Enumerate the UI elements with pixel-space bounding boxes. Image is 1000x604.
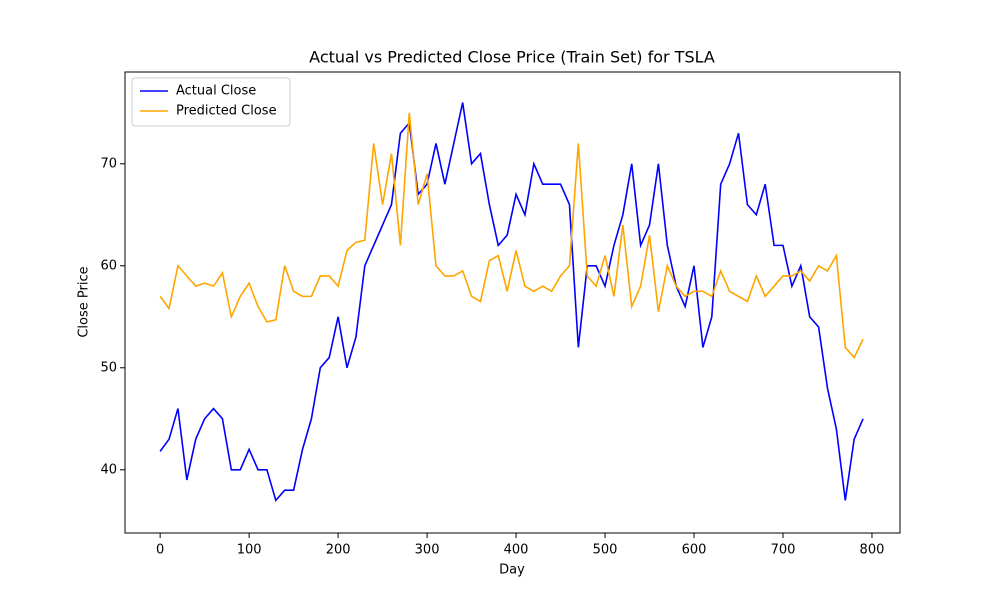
x-tick-label: 300 — [415, 543, 440, 558]
series-line — [159, 112, 864, 360]
x-tick-label: 700 — [771, 543, 796, 558]
x-tick-label: 200 — [326, 543, 351, 558]
x-tick-label: 0 — [156, 543, 164, 558]
legend-label: Actual Close — [176, 84, 256, 99]
x-tick-label: 400 — [504, 543, 529, 558]
legend-label: Predicted Close — [176, 104, 277, 119]
legend-box — [131, 77, 291, 127]
y-tick-label: 70 — [100, 156, 117, 171]
x-tick-label: 800 — [860, 543, 885, 558]
chart-title: Actual vs Predicted Close Price (Train S… — [309, 48, 715, 67]
x-tick-label: 100 — [237, 543, 262, 558]
y-tick-label: 40 — [100, 462, 117, 477]
plot-frame — [124, 71, 901, 534]
x-tick-label: 500 — [593, 543, 618, 558]
series-line — [159, 102, 864, 502]
x-tick-label: 600 — [682, 543, 707, 558]
x-axis-label: Day — [499, 563, 525, 578]
y-axis-label: Close Price — [77, 266, 92, 337]
y-tick-label: 50 — [100, 360, 117, 375]
y-tick-label: 60 — [100, 258, 117, 273]
